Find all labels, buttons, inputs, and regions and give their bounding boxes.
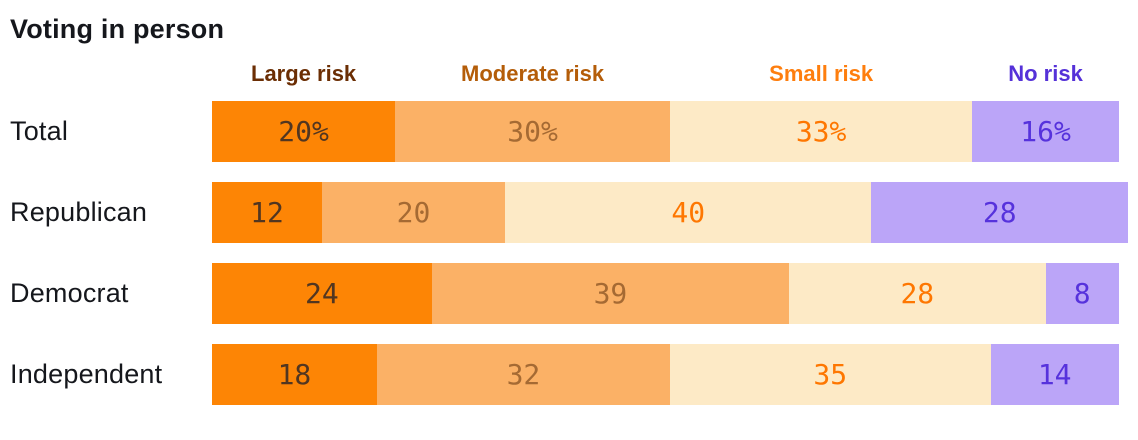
legend-label-moderate-risk: Moderate risk [461, 61, 605, 86]
bar-track-total: 20% 30% 33% 16% [212, 101, 1128, 162]
legend-cell-small-risk: Small risk [670, 61, 972, 91]
category-label-republican: Republican [10, 197, 148, 227]
category-label-independent: Independent [10, 359, 163, 389]
segment-democrat-moderate-risk: 39 [431, 263, 790, 324]
category-label-total: Total [10, 116, 69, 146]
segment-democrat-large-risk: 24 [212, 263, 432, 324]
legend-label-no-risk: No risk [1008, 61, 1083, 86]
segment-republican-moderate-risk: 20 [321, 182, 506, 243]
segment-independent-small-risk: 35 [669, 344, 991, 405]
legend-label-large-risk: Large risk [251, 61, 357, 86]
segment-total-moderate-risk: 30% [395, 101, 670, 162]
bar-row-democrat: Democrat 24 39 28 8 [10, 263, 1128, 324]
segment-democrat-no-risk: 8 [1045, 263, 1119, 324]
bar-row-republican: Republican 12 20 40 28 [10, 182, 1128, 243]
segment-independent-large-risk: 18 [212, 344, 377, 405]
bar-track-republican: 12 20 40 28 [212, 182, 1128, 243]
bar-rows: Total 20% 30% 33% 16% Republican 12 20 4… [10, 101, 1128, 405]
chart-legend: Large risk Moderate risk Small risk No r… [212, 61, 1128, 91]
bar-track-democrat: 24 39 28 8 [212, 263, 1128, 324]
segment-total-small-risk: 33% [669, 101, 973, 162]
segment-total-no-risk: 16% [972, 101, 1119, 162]
bar-row-independent: Independent 18 32 35 14 [10, 344, 1128, 405]
segment-republican-small-risk: 40 [505, 182, 872, 243]
segment-independent-moderate-risk: 32 [376, 344, 670, 405]
legend-cell-moderate-risk: Moderate risk [395, 61, 670, 91]
segment-democrat-small-risk: 28 [789, 263, 1046, 324]
segment-independent-no-risk: 14 [990, 344, 1119, 405]
legend-label-small-risk: Small risk [769, 61, 874, 86]
segment-republican-no-risk: 28 [871, 182, 1128, 243]
legend-cell-large-risk: Large risk [212, 61, 395, 91]
bar-row-total: Total 20% 30% 33% 16% [10, 101, 1128, 162]
legend-cell-no-risk: No risk [972, 61, 1119, 91]
segment-total-large-risk: 20% [212, 101, 396, 162]
chart-title: Voting in person [10, 14, 225, 44]
segment-republican-large-risk: 12 [212, 182, 322, 243]
bar-track-independent: 18 32 35 14 [212, 344, 1128, 405]
category-label-democrat: Democrat [10, 278, 129, 308]
